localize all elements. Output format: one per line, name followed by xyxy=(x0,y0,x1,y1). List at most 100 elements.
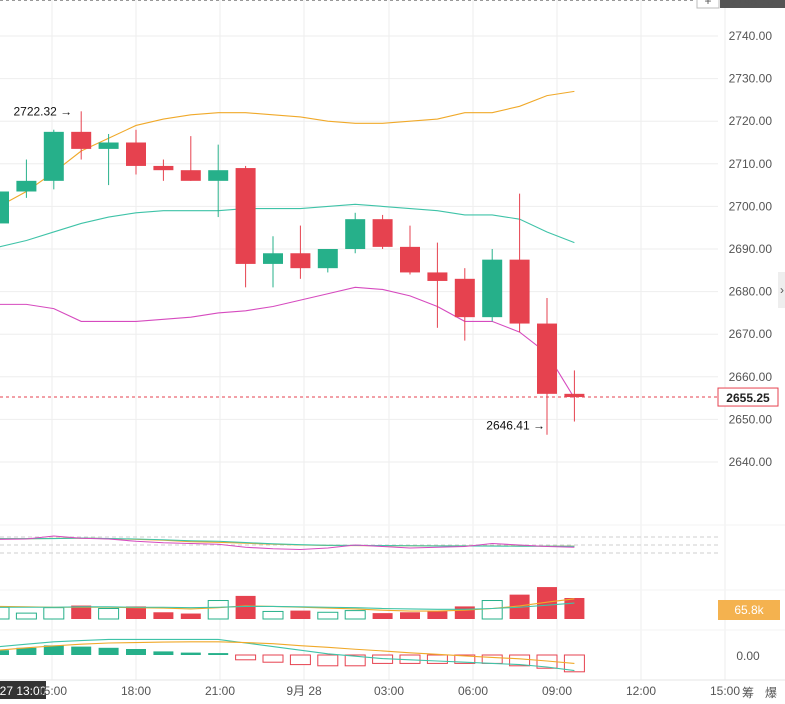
right-panel-toggle[interactable] xyxy=(778,272,785,308)
y-tick-label: 2680.00 xyxy=(729,285,773,299)
candle-up[interactable] xyxy=(263,253,283,264)
volume-bar xyxy=(454,606,475,619)
volume-bar xyxy=(262,610,284,620)
macd-histogram-bar xyxy=(153,651,174,655)
macd-histogram-bar xyxy=(454,654,476,664)
macd-histogram-bar xyxy=(289,654,311,666)
last-price-badge xyxy=(717,387,779,407)
candle-down[interactable] xyxy=(180,170,201,181)
upper-band-line xyxy=(0,90,575,207)
volume-bar xyxy=(207,600,229,620)
middle-band-line xyxy=(0,203,575,248)
macd-histogram-bar xyxy=(98,647,119,655)
candle-up[interactable] xyxy=(482,259,503,318)
volume-bar xyxy=(481,600,503,620)
candle-up[interactable] xyxy=(43,131,64,181)
candle-down[interactable] xyxy=(427,272,448,281)
macd-dif-line xyxy=(0,638,575,672)
volume-bar xyxy=(537,587,557,619)
candle-up[interactable] xyxy=(98,142,119,149)
x-tick-label: 15:00 xyxy=(710,684,740,698)
volume-badge xyxy=(718,600,780,620)
candle-down[interactable] xyxy=(126,142,146,166)
x-tick-label: 21:00 xyxy=(205,684,235,698)
macd-histogram-bar xyxy=(43,645,64,655)
volume-badge-text: 65.8k xyxy=(734,603,764,617)
candle-down[interactable] xyxy=(372,219,393,247)
lower-band-line xyxy=(0,286,575,399)
y-tick-label: 2740.00 xyxy=(729,29,773,43)
volume-bar xyxy=(427,610,448,619)
candle-up[interactable] xyxy=(16,180,37,192)
x-tick-label: 09:00 xyxy=(542,684,572,698)
x-tick-label: 15:00 xyxy=(37,684,67,698)
volume-ma-line-b xyxy=(0,602,575,610)
macd-histogram-bar xyxy=(509,654,531,667)
macd-histogram-bar xyxy=(0,650,9,655)
last-price-text: 2655.25 xyxy=(726,391,770,405)
x-tick-label: 12:00 xyxy=(626,684,656,698)
candle-down[interactable] xyxy=(71,131,92,149)
volume-bar xyxy=(344,610,366,620)
y-tick-label: 2730.00 xyxy=(729,72,773,86)
macd-histogram-bar xyxy=(317,654,339,667)
macd-histogram-bar xyxy=(235,654,257,661)
volume-bar xyxy=(400,612,420,619)
volume-bar xyxy=(317,611,339,620)
x-tick-label: 18:00 xyxy=(121,684,151,698)
macd-dea-line xyxy=(0,641,575,664)
macd-histogram-bar xyxy=(262,654,284,663)
x-tick-label: 03:00 xyxy=(374,684,404,698)
volume-bar xyxy=(0,606,10,620)
candle-down[interactable] xyxy=(454,278,475,318)
top-price-text: 2748.70 xyxy=(730,0,774,8)
candle-up[interactable] xyxy=(0,191,9,224)
candle-down[interactable] xyxy=(564,393,585,398)
x-tick-label: 9月 28 xyxy=(286,684,322,698)
volume-bar xyxy=(153,612,174,619)
macd-histogram-bar xyxy=(180,652,201,655)
y-tick-label: 2650.00 xyxy=(729,412,773,426)
macd-histogram-bar xyxy=(481,654,503,664)
candle-down[interactable] xyxy=(509,259,530,324)
burst-label: 爆 xyxy=(765,686,777,699)
volume-bar xyxy=(43,607,65,620)
macd-zero-label: 0.00 xyxy=(736,649,760,663)
candle-down[interactable] xyxy=(537,323,557,394)
plus-icon: + xyxy=(704,0,711,8)
candle-down[interactable] xyxy=(153,165,174,171)
candle-up[interactable] xyxy=(345,219,366,249)
candle-down[interactable] xyxy=(235,168,256,264)
candle-up[interactable] xyxy=(208,170,229,181)
candle-up[interactable] xyxy=(317,249,338,269)
min-price-annotation: 2646.41 → xyxy=(486,419,545,433)
candle-down[interactable] xyxy=(290,253,311,269)
volume-bar xyxy=(71,605,92,619)
chevron-right-icon: › xyxy=(780,283,784,297)
current-time-badge xyxy=(0,681,46,699)
current-time-label: 27 13:00 xyxy=(0,684,47,698)
macd-histogram-bar xyxy=(208,653,229,655)
macd-histogram-bar xyxy=(344,654,366,667)
add-button[interactable] xyxy=(696,0,720,9)
macd-histogram-bar xyxy=(71,646,92,655)
y-tick-label: 2640.00 xyxy=(729,455,773,469)
volume-bar xyxy=(235,595,256,619)
volume-bar xyxy=(290,610,311,619)
volume-bar xyxy=(180,613,201,619)
candle-down[interactable] xyxy=(400,246,420,273)
y-tick-label: 2710.00 xyxy=(729,157,773,171)
y-tick-label: 2700.00 xyxy=(729,199,773,213)
volume-bar xyxy=(126,606,146,619)
chip-label: 筹 xyxy=(742,686,754,699)
max-price-annotation: 2722.32 → xyxy=(13,104,72,118)
volume-bar xyxy=(372,613,393,619)
x-tick-label: 06:00 xyxy=(458,684,488,698)
y-tick-label: 2660.00 xyxy=(729,370,773,384)
top-price-badge xyxy=(720,0,785,8)
y-tick-label: 2720.00 xyxy=(729,114,773,128)
macd-histogram-bar xyxy=(426,654,448,664)
volume-bar xyxy=(98,608,120,620)
